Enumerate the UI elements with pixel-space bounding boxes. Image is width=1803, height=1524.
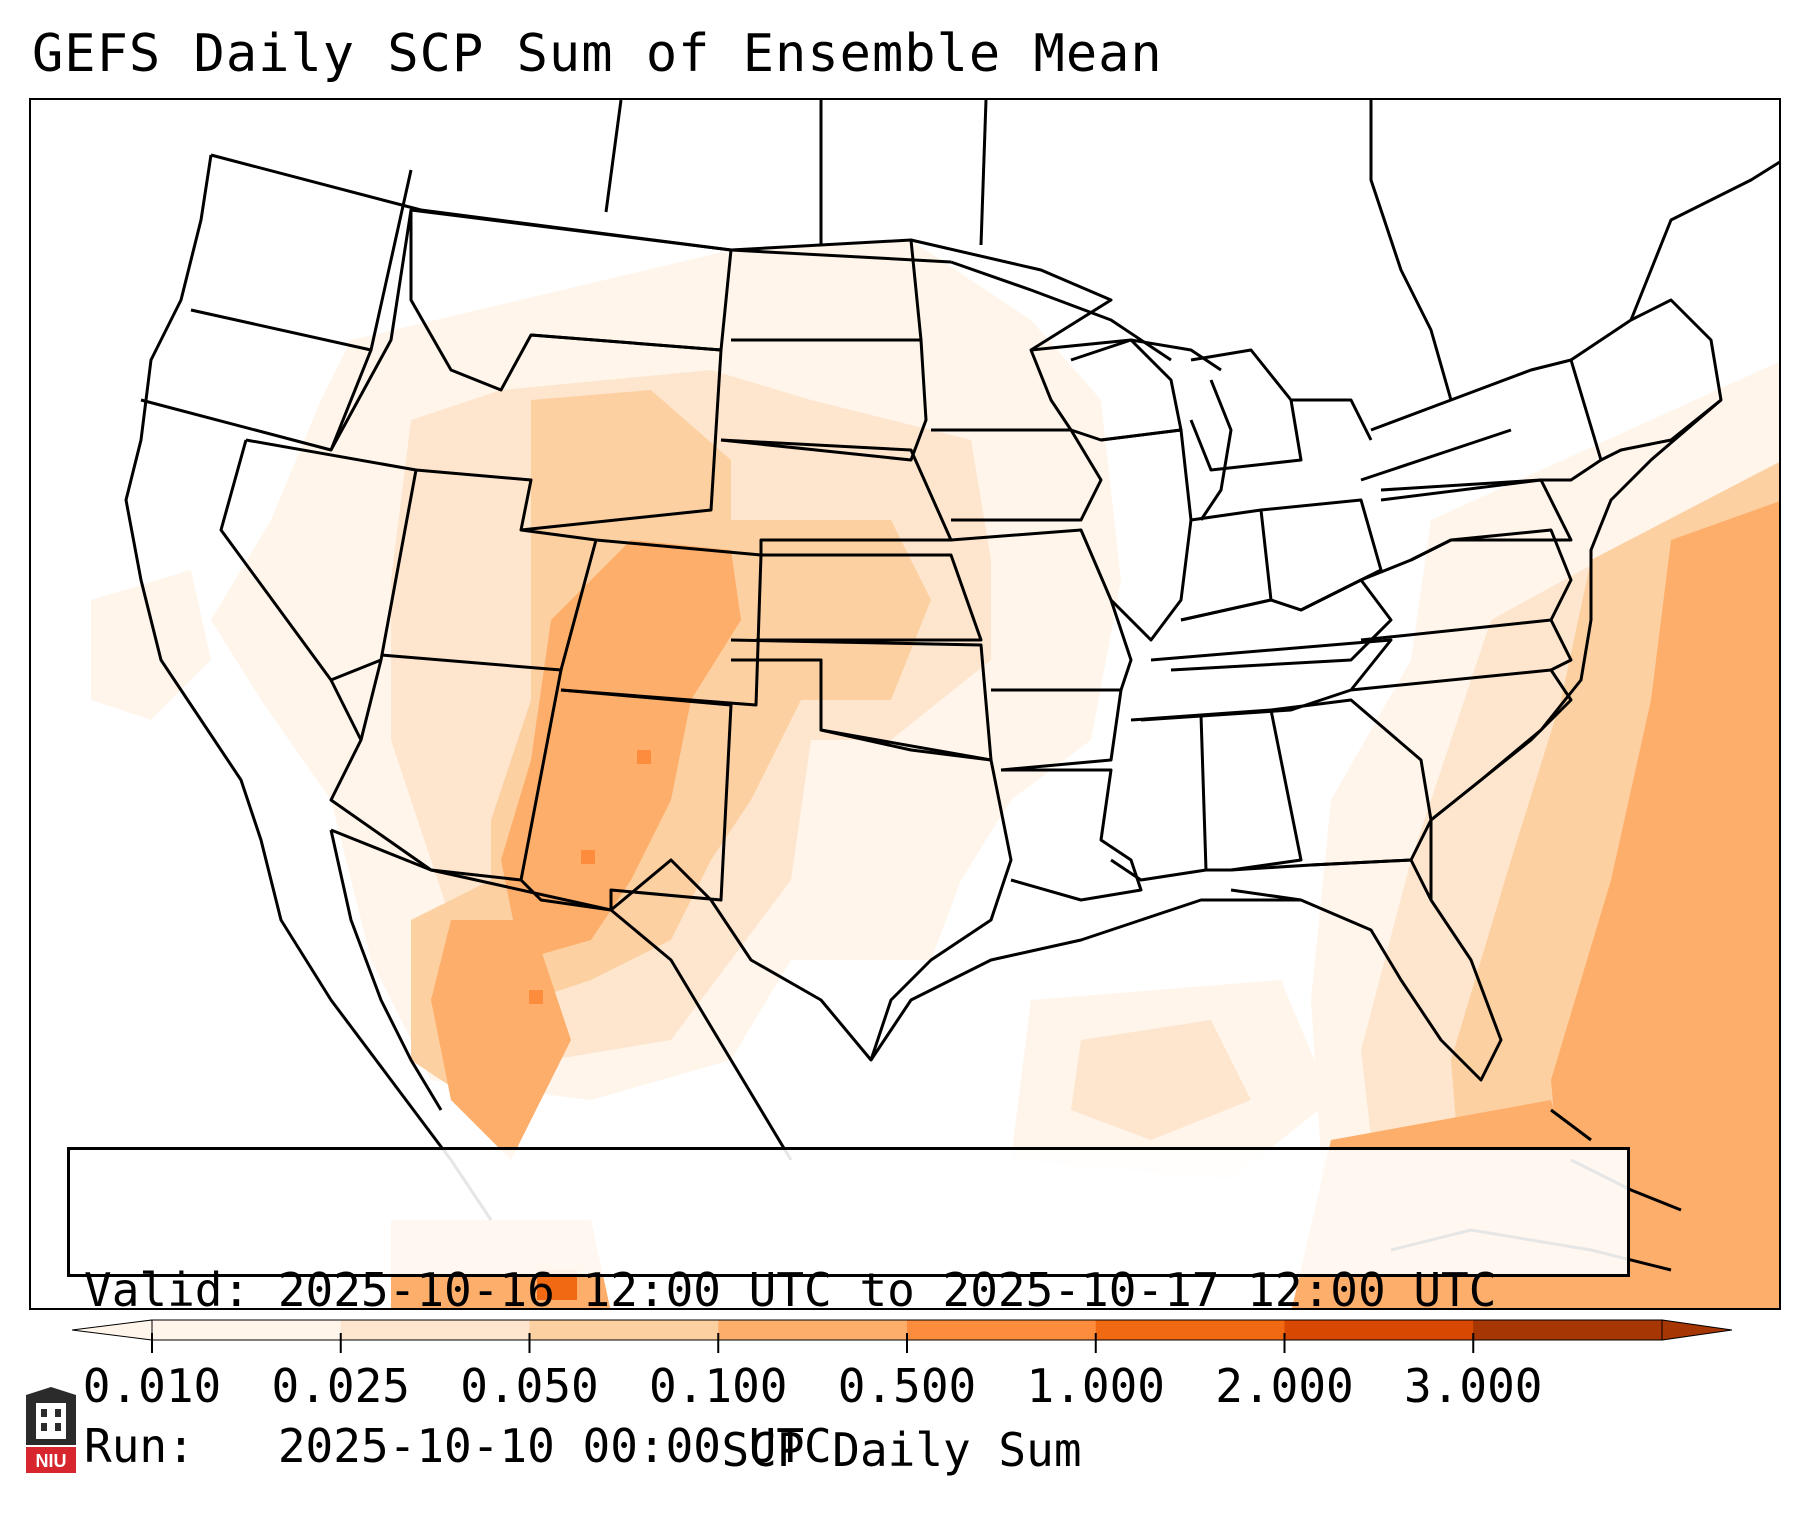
baja-peninsula: [329, 829, 443, 1111]
arkansas: [991, 688, 1123, 772]
colorbar-segment: [1473, 1320, 1663, 1340]
logo-tower: [36, 1403, 66, 1439]
logo-banner: [26, 1447, 76, 1473]
scp-orange-mexico: [431, 920, 571, 1160]
ohio: [1260, 498, 1383, 612]
map-panel: [29, 98, 1781, 1310]
wv-va: [1360, 528, 1573, 621]
colorbar-tick-labels: 0.010 0.025 0.050 0.100 0.500 1.000 2.000 3.000: [0, 1358, 1803, 1418]
nevada: [245, 438, 418, 682]
colorbar-segment: [718, 1320, 908, 1340]
state-boundaries: [124, 100, 1779, 1272]
scp-spot-mx: [529, 990, 543, 1004]
colorbar-tick-label: 0.500: [837, 1359, 977, 1413]
virginia: [1360, 618, 1573, 672]
colorbar-extend-low: [72, 1319, 153, 1341]
border-great-lakes-west: [950, 260, 1172, 362]
atlantic-coast: [1429, 398, 1722, 900]
montana: [409, 208, 733, 392]
lake-michigan: [1199, 379, 1233, 521]
colorbar-tick-label: 0.050: [460, 1359, 599, 1413]
kansas: [756, 553, 983, 642]
colorbar-tick-label: 0.025: [271, 1359, 410, 1413]
texas: [610, 658, 1013, 1062]
scp-shading-layer: [91, 240, 1779, 1308]
wa-or-id: [190, 169, 413, 352]
ca-nv: [219, 439, 363, 741]
scp-light-gulf: [1071, 1020, 1251, 1140]
colorbar-segment: [152, 1320, 342, 1340]
colorbar-segment: [340, 1320, 530, 1340]
canada-line-3: [979, 100, 988, 246]
colorbar-tick-label: 0.100: [649, 1359, 788, 1413]
scp-spot-nm: [637, 750, 651, 764]
louisiana: [1001, 768, 1143, 902]
colorbar-segment: [1095, 1320, 1285, 1340]
new-england: [1570, 298, 1723, 462]
michigan: [1189, 348, 1303, 472]
colorbar-segment: [907, 1320, 1097, 1340]
valid-time-text: Valid: 2025-10-16 12:00 UTC to 2025-10-1…: [84, 1263, 1497, 1317]
iowa: [931, 428, 1103, 522]
colorbar-ticks: [151, 1333, 1475, 1353]
tennessee: [1140, 638, 1393, 722]
colorbar-segment: [529, 1320, 719, 1340]
run-time-text: Run: 2025-10-10 00:00 UTC: [84, 1419, 832, 1473]
colorbar-tick-label: 2.000: [1215, 1359, 1354, 1413]
map-title: GEFS Daily SCP Sum of Ensemble Mean: [32, 24, 1163, 84]
colorbar-tick-label: 0.010: [82, 1359, 222, 1413]
wisconsin: [1030, 338, 1183, 442]
colorbar-label: SCP Daily Sum: [721, 1423, 1082, 1477]
niu-logo: NIU: [26, 1387, 76, 1473]
gulf-coast: [869, 898, 1301, 1061]
colorbar-extend-high: [1661, 1319, 1733, 1341]
alabama: [1200, 708, 1303, 872]
scp-orange-region: [501, 540, 741, 960]
pacific-coast: [124, 154, 493, 1221]
pennsylvania: [1380, 478, 1573, 562]
utah: [380, 468, 598, 672]
id-mt: [329, 209, 413, 451]
colorbar-segment: [1284, 1320, 1474, 1340]
us-mexico-border: [330, 828, 793, 1161]
scp-orange-atlantic: [1551, 501, 1779, 1308]
new-york: [1370, 358, 1603, 492]
colorbar-tick-label: 1.000: [1026, 1359, 1165, 1413]
lake-erie-ontario: [1360, 428, 1512, 482]
florida: [1230, 858, 1503, 1082]
bahamas-2: [1550, 1108, 1592, 1142]
new-mexico: [519, 688, 733, 912]
logo-text: NIU: [36, 1451, 67, 1471]
lake-superior: [1070, 338, 1222, 372]
illinois: [1100, 428, 1193, 642]
south-dakota: [720, 338, 928, 462]
colorbar: [72, 1319, 1733, 1341]
lake-huron: [1291, 398, 1373, 441]
canada-line-1: [604, 100, 623, 213]
validity-info-box: Valid: 2025-10-16 12:00 UTC to 2025-10-1…: [67, 1147, 1630, 1472]
scp-spot-nm2: [581, 850, 595, 864]
scp-faint-west: [91, 570, 211, 720]
colorbar-tick-label: 3.000: [1404, 1359, 1543, 1413]
maine-canada: [1629, 160, 1779, 321]
canada-line-4: [1369, 100, 1453, 401]
arizona: [329, 659, 563, 882]
scp-map: [91, 100, 1779, 1308]
